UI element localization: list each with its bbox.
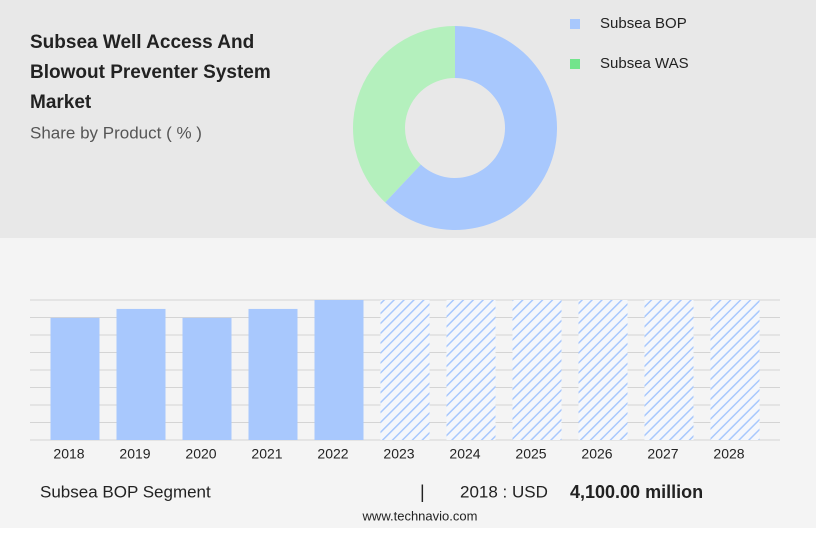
x-tick-label: 2022 bbox=[317, 446, 348, 462]
forecast-bar bbox=[644, 300, 694, 440]
forecast-bar bbox=[512, 300, 562, 440]
legend-swatch bbox=[570, 19, 580, 29]
footer-segment: Subsea BOP Segment bbox=[40, 482, 211, 501]
forecast-bar bbox=[710, 300, 760, 440]
footer-separator: | bbox=[420, 482, 425, 502]
donut-slice bbox=[385, 26, 558, 231]
legend-label: Subsea BOP bbox=[600, 15, 687, 32]
x-tick-label: 2028 bbox=[713, 446, 744, 462]
x-tick-label: 2020 bbox=[185, 446, 216, 462]
forecast-bar bbox=[380, 300, 430, 440]
footer-value: 4,100.00 million bbox=[570, 482, 703, 502]
subtitle: Share by Product ( % ) bbox=[30, 123, 202, 142]
footer-year: 2018 : USD bbox=[460, 482, 548, 501]
legend-swatch bbox=[570, 59, 580, 69]
bar bbox=[116, 308, 166, 440]
x-tick-label: 2018 bbox=[53, 446, 84, 462]
title-line: Blowout Preventer System bbox=[30, 62, 271, 83]
x-tick-label: 2021 bbox=[251, 446, 282, 462]
bar bbox=[314, 300, 364, 440]
title-line: Market bbox=[30, 92, 92, 113]
donut-slice bbox=[353, 26, 455, 203]
bar bbox=[248, 308, 298, 440]
forecast-bar bbox=[446, 300, 496, 440]
x-tick-label: 2024 bbox=[449, 446, 480, 462]
x-tick-label: 2025 bbox=[515, 446, 546, 462]
bar bbox=[182, 317, 232, 440]
x-tick-label: 2019 bbox=[119, 446, 150, 462]
x-tick-label: 2027 bbox=[647, 446, 678, 462]
x-tick-label: 2023 bbox=[383, 446, 414, 462]
bar bbox=[50, 317, 100, 440]
forecast-bar bbox=[578, 300, 628, 440]
source: www.technavio.com bbox=[362, 508, 478, 523]
legend-label: Subsea WAS bbox=[600, 55, 689, 72]
x-tick-label: 2026 bbox=[581, 446, 612, 462]
title-line: Subsea Well Access And bbox=[30, 32, 254, 53]
